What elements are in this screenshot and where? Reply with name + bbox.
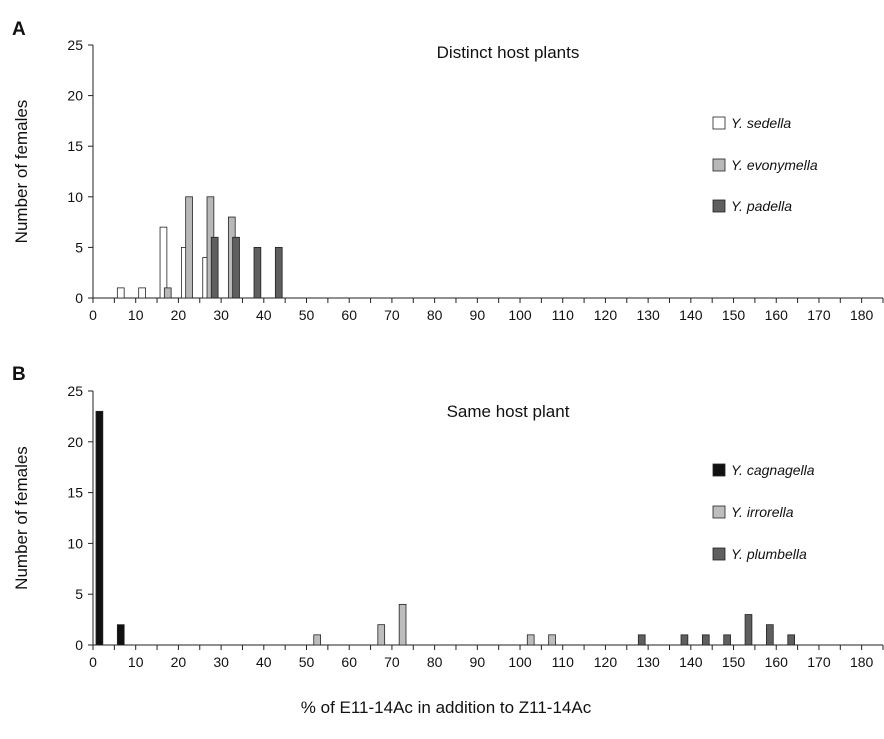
x-tick-label: 180 — [850, 307, 874, 323]
bar — [637, 634, 646, 646]
panel-a: A Distinct host plants Number of females 0 5… — [12, 19, 884, 323]
x-tick-label: 80 — [427, 307, 443, 323]
bar — [548, 634, 556, 646]
y-tick-label: 0 — [75, 637, 83, 653]
bar — [185, 196, 193, 299]
x-tick-label: 120 — [594, 307, 618, 323]
bar — [744, 614, 753, 646]
x-tick-label: 100 — [508, 307, 532, 323]
x-tick-label: 150 — [722, 654, 746, 670]
y-tick-label: 10 — [67, 535, 83, 551]
bar — [274, 246, 283, 299]
x-tick-label: 40 — [256, 307, 272, 323]
x-tick-label: 150 — [722, 307, 746, 323]
legend-label: Y. sedella — [731, 115, 791, 131]
panel-letter: A — [12, 19, 26, 40]
x-tick-label: 100 — [508, 654, 532, 670]
bar — [253, 246, 262, 299]
bar — [232, 236, 240, 299]
legend-swatch — [712, 505, 726, 519]
x-tick-label: 170 — [807, 307, 831, 323]
bar — [766, 624, 774, 646]
x-tick-label: 70 — [384, 307, 400, 323]
bar — [377, 624, 386, 646]
y-tick-label: 15 — [67, 138, 83, 154]
x-tick-label: 0 — [89, 654, 97, 670]
legend-swatch — [712, 116, 726, 130]
y-tick-label: 5 — [75, 239, 83, 255]
legend-label: Y. irrorella — [731, 504, 794, 520]
legend-label: Y. plumbella — [731, 546, 807, 562]
x-tick-label: 0 — [89, 307, 97, 323]
bar — [723, 634, 731, 646]
legend-label: Y. padella — [731, 198, 792, 214]
x-tick-label: 30 — [213, 654, 229, 670]
x-tick-label: 30 — [213, 307, 229, 323]
panel-letter: B — [12, 364, 26, 385]
bar — [116, 624, 125, 646]
y-tick-label: 0 — [75, 290, 83, 306]
bar — [313, 634, 322, 646]
x-tick-label: 170 — [807, 654, 831, 670]
x-tick-label: 140 — [679, 307, 703, 323]
bar — [787, 634, 796, 646]
bar — [701, 634, 710, 646]
x-tick-label: 90 — [470, 307, 486, 323]
x-tick-label: 60 — [341, 307, 357, 323]
y-tick-label: 20 — [67, 434, 83, 450]
legend-label: Y. cagnagella — [731, 462, 815, 478]
y-axis-label: Number of females — [12, 446, 31, 590]
x-tick-label: 90 — [470, 654, 486, 670]
bar — [680, 634, 689, 646]
x-tick-label: 20 — [171, 307, 187, 323]
legend-swatch — [712, 547, 726, 561]
panel-title: Distinct host plants — [437, 43, 580, 62]
panel-title: Same host plant — [447, 402, 570, 421]
x-tick-label: 70 — [384, 654, 400, 670]
bar — [159, 226, 168, 299]
x-tick-label: 130 — [636, 654, 660, 670]
x-tick-label: 60 — [341, 654, 357, 670]
legend-label: Y. evonymella — [731, 157, 818, 173]
x-tick-label: 40 — [256, 654, 272, 670]
y-tick-label: 20 — [67, 88, 83, 104]
bar — [526, 634, 535, 646]
y-tick-label: 10 — [67, 189, 83, 205]
x-tick-label: 10 — [128, 307, 144, 323]
panel-b: B Same host plant Number of females 0 5 10 15 2… — [12, 364, 884, 670]
x-tick-label: 50 — [299, 654, 315, 670]
x-tick-label: 130 — [636, 307, 660, 323]
bar — [95, 410, 104, 646]
y-axis-label: Number of females — [12, 100, 31, 244]
x-tick-label: 80 — [427, 654, 443, 670]
y-tick-label: 15 — [67, 485, 83, 501]
y-tick-label: 25 — [67, 37, 83, 53]
legend-swatch — [712, 463, 726, 477]
x-tick-label: 160 — [765, 654, 789, 670]
bar — [138, 287, 146, 299]
x-tick-label: 120 — [594, 654, 618, 670]
x-tick-label: 110 — [552, 654, 575, 670]
legend-swatch — [712, 158, 726, 172]
x-tick-label: 10 — [128, 654, 144, 670]
x-tick-label: 160 — [765, 307, 789, 323]
bar — [210, 236, 219, 299]
y-tick-label: 5 — [75, 586, 83, 602]
bar — [116, 287, 125, 299]
x-tick-label: 20 — [171, 654, 187, 670]
y-tick-label: 25 — [67, 383, 83, 399]
bar — [398, 603, 407, 646]
x-tick-label: 140 — [679, 654, 703, 670]
x-axis-label: % of E11-14Ac in addition to Z11-14Ac — [301, 698, 592, 717]
legend-swatch — [712, 199, 726, 213]
bar — [163, 287, 172, 299]
x-tick-label: 180 — [850, 654, 874, 670]
x-tick-label: 50 — [299, 307, 315, 323]
x-tick-label: 110 — [552, 307, 575, 323]
